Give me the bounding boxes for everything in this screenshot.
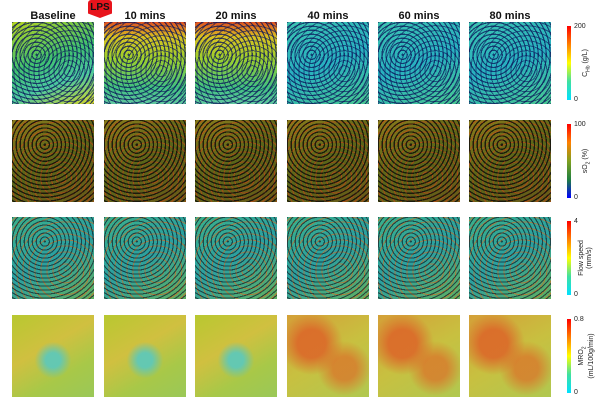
- colorbar: [567, 221, 571, 295]
- column-title: 60 mins: [398, 10, 440, 22]
- map-image: [104, 315, 186, 397]
- map-image: [287, 217, 369, 299]
- label-unit: (g/L): [582, 49, 589, 66]
- oxygen-saturation-map: [104, 120, 186, 202]
- colorbar: [567, 319, 571, 393]
- hemoglobin-concentration-map: [104, 22, 186, 104]
- oxygen-metabolic-rate-map: [12, 315, 94, 397]
- colorbar-label: sO2 (%): [582, 124, 592, 198]
- oxygen-saturation-map: [195, 120, 277, 202]
- colorbar-min: 0: [574, 389, 578, 396]
- map-image: [469, 217, 551, 299]
- flow-speed-map: [104, 217, 186, 299]
- label-text: MRO: [578, 349, 585, 366]
- colorbar-label: CHb (g/L): [582, 26, 592, 100]
- hemoglobin-concentration-map: [469, 22, 551, 104]
- map-image: [378, 120, 460, 202]
- column-title: 10 mins: [124, 10, 166, 22]
- flow-speed-map: [195, 217, 277, 299]
- label-subscript: Hb: [585, 65, 592, 72]
- map-image: [195, 217, 277, 299]
- map-image: [12, 217, 94, 299]
- oxygen-metabolic-rate-map: [469, 315, 551, 397]
- colorbar-max: 100: [574, 121, 586, 128]
- map-image: [287, 22, 369, 104]
- colorbar-max: 200: [574, 23, 586, 30]
- map-image: [287, 315, 369, 397]
- map-image: [195, 22, 277, 104]
- map-image: [287, 120, 369, 202]
- column-title: 40 mins: [307, 10, 349, 22]
- label-unit: (mL/100g/min): [588, 333, 596, 379]
- map-image: [104, 22, 186, 104]
- map-image: [469, 120, 551, 202]
- colorbar-label: MRO2 (mL/100g/min): [578, 319, 596, 393]
- map-image: [12, 315, 94, 397]
- map-image: [378, 217, 460, 299]
- colorbar-max: 0.8: [574, 316, 584, 323]
- oxygen-saturation-map: [378, 120, 460, 202]
- oxygen-saturation-map: [469, 120, 551, 202]
- flow-speed-map: [469, 217, 551, 299]
- flow-speed-map: [378, 217, 460, 299]
- map-image: [195, 315, 277, 397]
- map-image: [12, 22, 94, 104]
- colorbar: [567, 26, 571, 100]
- label-text: sO: [582, 164, 589, 174]
- oxygen-saturation-map: [12, 120, 94, 202]
- colorbar: [567, 124, 571, 198]
- oxygen-metabolic-rate-map: [195, 315, 277, 397]
- label-text: C: [582, 71, 589, 77]
- map-image: [12, 120, 94, 202]
- map-image: [195, 120, 277, 202]
- column-title: Baseline: [30, 10, 76, 22]
- flow-speed-map: [12, 217, 94, 299]
- flow-speed-map: [287, 217, 369, 299]
- oxygen-saturation-map: [287, 120, 369, 202]
- column-title: 20 mins: [215, 10, 257, 22]
- colorbar-label: Flow speed (mm/s): [578, 221, 594, 295]
- label-text: Flow speed: [578, 240, 585, 276]
- map-image: [104, 120, 186, 202]
- colorbar-min: 0: [574, 194, 578, 201]
- label-unit: (%): [582, 148, 589, 162]
- oxygen-metabolic-rate-map: [287, 315, 369, 397]
- column-title: 80 mins: [489, 10, 531, 22]
- colorbar-max: 4: [574, 218, 578, 225]
- map-image: [104, 217, 186, 299]
- hemoglobin-concentration-map: [287, 22, 369, 104]
- lps-marker: LPS: [88, 0, 112, 18]
- map-image: [378, 315, 460, 397]
- oxygen-metabolic-rate-map: [378, 315, 460, 397]
- hemoglobin-concentration-map: [195, 22, 277, 104]
- map-image: [469, 315, 551, 397]
- label-subscript: 2: [581, 346, 588, 350]
- colorbar-min: 0: [574, 291, 578, 298]
- label-unit: (mm/s): [586, 247, 593, 269]
- map-image: [469, 22, 551, 104]
- map-image: [378, 22, 460, 104]
- hemoglobin-concentration-map: [12, 22, 94, 104]
- colorbar-min: 0: [574, 96, 578, 103]
- oxygen-metabolic-rate-map: [104, 315, 186, 397]
- hemoglobin-concentration-map: [378, 22, 460, 104]
